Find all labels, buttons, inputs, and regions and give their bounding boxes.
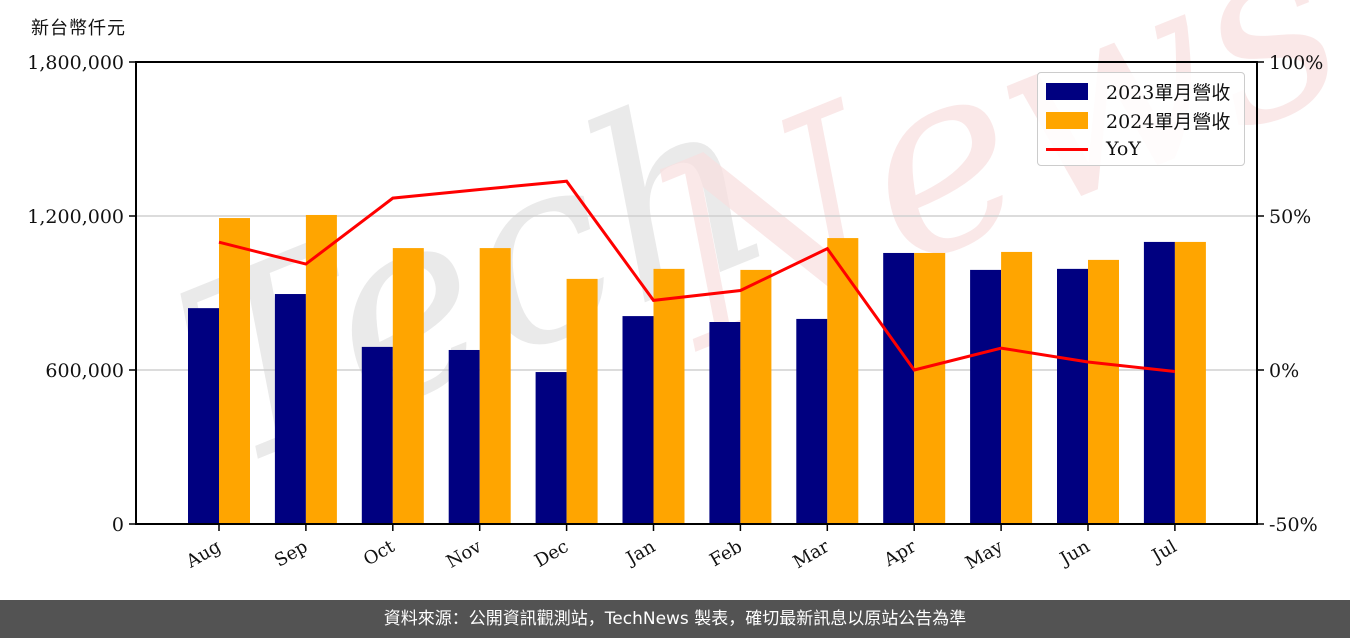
x-tick-label-oct: Oct [360, 536, 399, 571]
y-tick-label: 600,000 [45, 360, 124, 382]
bar-2024-jan [653, 268, 685, 524]
y-tick-label: 1,800,000 [27, 52, 124, 74]
x-tick-label-jul: Jul [1147, 536, 1181, 568]
x-tick-label-feb: Feb [706, 536, 746, 571]
x-tick-label-mar: Mar [790, 536, 834, 573]
bar-2023-jun [1057, 268, 1088, 524]
legend-swatch-2023 [1046, 82, 1088, 100]
y2-tick-label: -50% [1269, 514, 1318, 536]
y-axis-unit-label: 新台幣仟元 [31, 18, 126, 39]
bar-2024-apr [914, 252, 946, 524]
bar-2023-nov [448, 349, 480, 524]
chart-canvas: TechNews 0600,0001,200,0001,800,000-50%0… [27, 0, 1350, 574]
x-tick-label-apr: Apr [880, 536, 920, 571]
x-tick-label-may: May [962, 536, 1007, 574]
y2-tick-label: 100% [1269, 52, 1323, 74]
bar-series [188, 214, 1206, 525]
legend-swatch-2024 [1046, 111, 1088, 129]
x-tick-label-nov: Nov [443, 536, 486, 573]
legend-item-yoy: YoY [1046, 137, 1141, 161]
legend-label-2024: 2024單月營收 [1106, 110, 1231, 133]
x-tick-label-jan: Jan [621, 536, 659, 570]
y-tick-label: 0 [112, 514, 124, 536]
bar-2023-mar [796, 318, 828, 524]
source-footer-text: 資料來源：公開資訊觀測站，TechNews 製表，確切最新訊息以原站公告為準 [383, 609, 967, 629]
y2-tick-label: 50% [1269, 206, 1311, 228]
bar-2023-sep [274, 294, 306, 524]
bar-2024-jul [1174, 241, 1206, 524]
legend-line-yoy [1046, 147, 1088, 151]
y2-tick-label: 0% [1269, 360, 1299, 382]
y-tick-label: 1,200,000 [27, 206, 124, 228]
legend-label-yoy: YoY [1106, 138, 1141, 160]
bar-2024-aug [219, 218, 250, 524]
legend: 2023單月營收 2024單月營收 YoY [1037, 72, 1245, 166]
x-tick-label-dec: Dec [531, 536, 572, 572]
yoy-line-series [218, 179, 1176, 374]
chart-area: Tech News 0 600,000 1,200,000 1,800,000 -50% 0… [27, 0, 1350, 574]
x-tick-label-sep: Sep [271, 536, 311, 571]
yoy-line [218, 179, 1176, 374]
bar-2023-aug [188, 308, 219, 524]
legend-label-2023: 2023單月營收 [1106, 81, 1231, 104]
bar-2024-feb [740, 269, 772, 524]
legend-item-2023: 2023單月營收 [1046, 79, 1231, 104]
bar-2023-jul [1143, 241, 1175, 524]
bar-2024-nov [479, 248, 511, 525]
source-footer: 資料來源：公開資訊觀測站，TechNews 製表，確切最新訊息以原站公告為準 [0, 600, 1350, 638]
x-tick-label-jun: Jun [1055, 536, 1094, 571]
bar-2024-may [1001, 251, 1033, 524]
x-tick-label-aug: Aug [182, 536, 225, 573]
bar-2023-feb [709, 322, 741, 524]
bar-2023-dec [535, 372, 567, 524]
plot-frame [135, 61, 1258, 525]
bar-2023-apr [883, 252, 915, 524]
bar-2024-oct [392, 248, 424, 525]
bar-2024-sep [305, 214, 337, 524]
bar-2024-dec [566, 278, 598, 524]
bar-2023-oct [361, 346, 393, 524]
bar-2023-may [970, 269, 1002, 524]
legend-item-2024: 2024單月營收 [1046, 108, 1231, 133]
bar-2023-jan [622, 316, 654, 524]
bar-2024-jun [1088, 259, 1119, 524]
bar-2024-mar [827, 238, 859, 524]
